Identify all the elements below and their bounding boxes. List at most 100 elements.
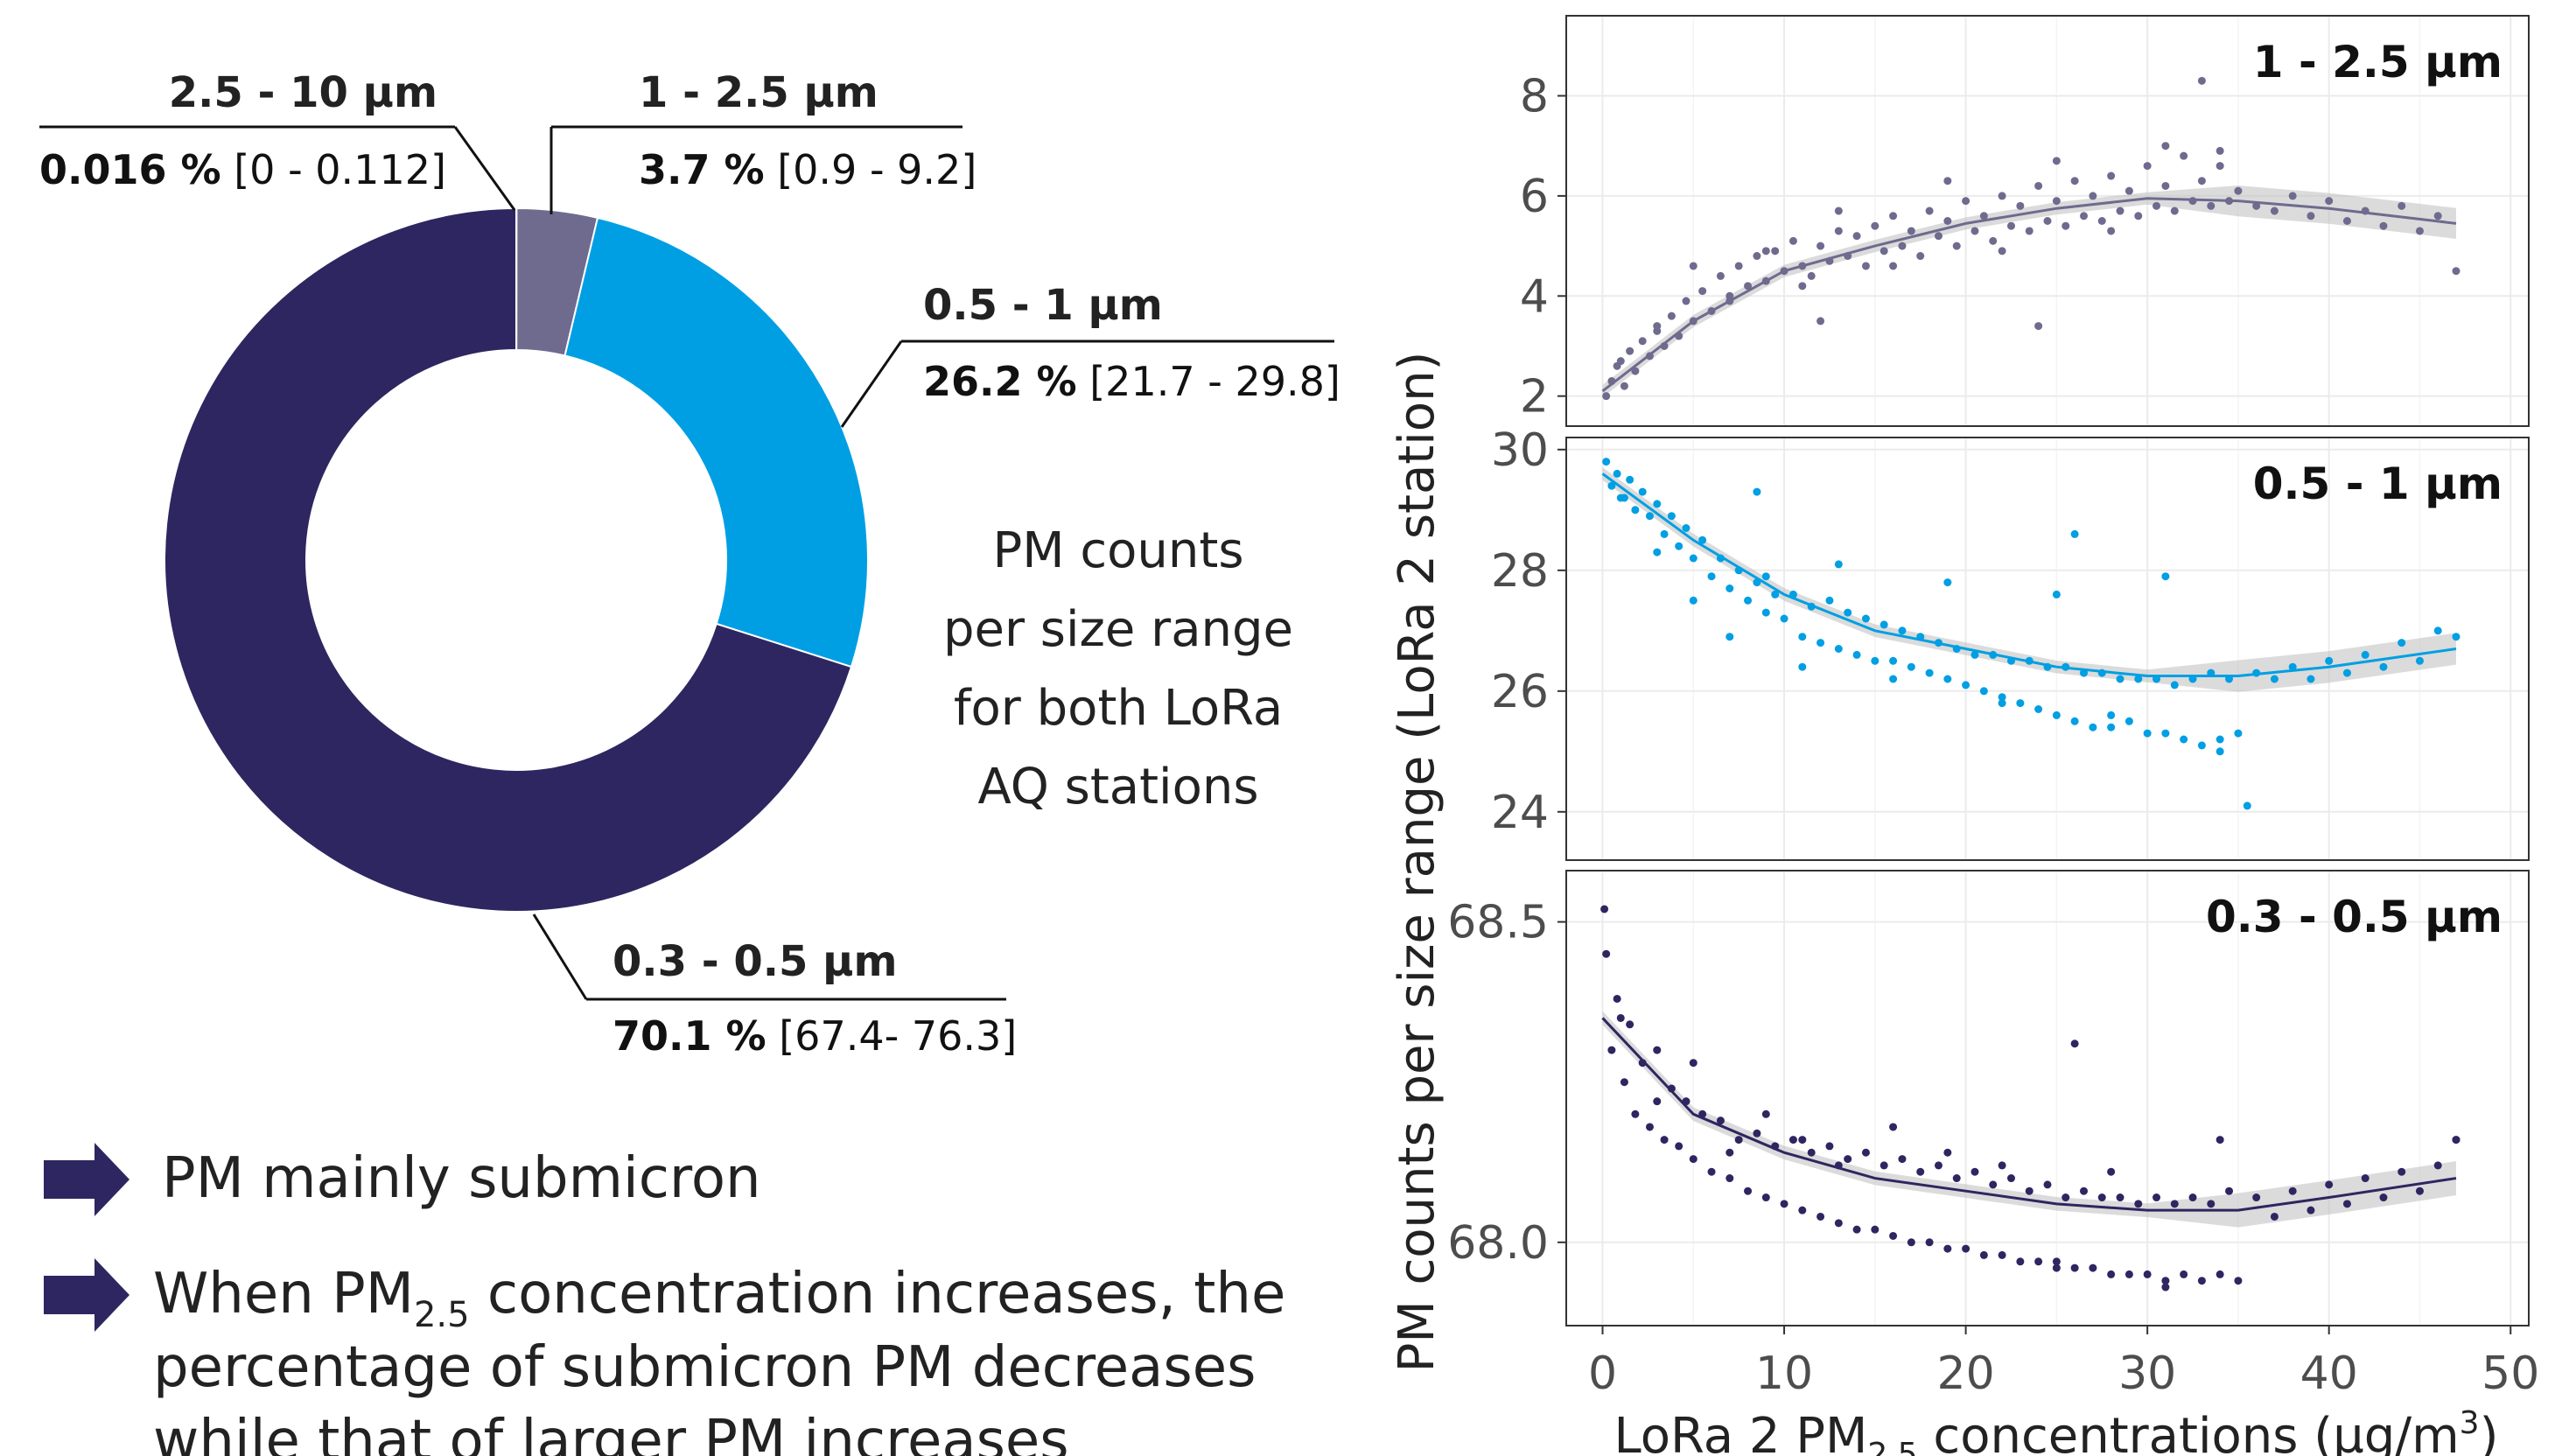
- data-point: [2107, 1270, 2116, 1278]
- data-point: [1934, 1161, 1942, 1170]
- data-point: [1798, 1136, 1807, 1144]
- segment-value: 0.016 % [0 - 0.112]: [39, 146, 446, 193]
- data-point: [2034, 705, 2043, 713]
- data-point: [1653, 548, 1662, 556]
- data-point: [2052, 197, 2061, 206]
- data-point: [1998, 699, 2006, 708]
- data-point: [1682, 524, 1690, 532]
- y-tick-label: 6: [1520, 171, 1549, 223]
- data-point: [1889, 656, 1898, 665]
- data-point: [1761, 572, 1770, 581]
- data-point: [2197, 1277, 2206, 1285]
- center-text-line: per size range: [943, 601, 1293, 658]
- data-point: [1607, 1046, 1616, 1054]
- y-tick-label: 68.5: [1447, 897, 1549, 949]
- data-point: [1602, 949, 1611, 958]
- panel-border: [1565, 437, 2530, 861]
- data-point: [2252, 1194, 2261, 1202]
- data-point: [1898, 242, 1907, 250]
- label-connector: [532, 914, 588, 1000]
- data-point: [1780, 614, 1788, 623]
- data-point: [2342, 217, 2351, 225]
- data-point: [2097, 217, 2106, 225]
- data-point: [1716, 271, 1725, 280]
- data-point: [1871, 656, 1880, 665]
- data-point: [2306, 675, 2315, 683]
- data-point: [2197, 177, 2206, 186]
- data-point: [2188, 1194, 2197, 1202]
- data-point: [1989, 236, 1998, 245]
- donut-labels: 0.3 - 0.5 µm 70.1 % [67.4- 76.3] 2.5 - 10 …: [39, 68, 1340, 1060]
- y-tick-label: 68.0: [1447, 1217, 1549, 1270]
- data-point: [1943, 1244, 1952, 1253]
- data-point: [2216, 747, 2224, 756]
- segment-value: 3.7 % [0.9 - 9.2]: [639, 146, 976, 193]
- y-tick-label: 8: [1520, 71, 1549, 123]
- data-point: [2016, 1257, 2025, 1266]
- data-point: [2325, 197, 2334, 206]
- data-point: [2025, 227, 2034, 235]
- data-point: [1861, 262, 1870, 270]
- data-point: [2016, 699, 2025, 708]
- data-point: [1925, 668, 1934, 677]
- data-point: [1943, 177, 1952, 186]
- data-point: [1753, 252, 1761, 261]
- x-tick-label: 30: [2118, 1348, 2176, 1400]
- data-point: [1998, 693, 2006, 702]
- data-point: [1889, 675, 1898, 683]
- data-point: [2143, 1270, 2152, 1278]
- data-point: [2080, 1186, 2089, 1195]
- scatter-panel: 68.0 68.5 0.3 - 0.5 µm: [1447, 870, 2530, 1326]
- data-point: [1667, 512, 1676, 521]
- data-point: [1653, 1046, 1662, 1054]
- data-point: [2216, 1136, 2224, 1144]
- data-point: [2052, 710, 2061, 719]
- data-point: [1716, 1116, 1725, 1125]
- data-point: [2161, 1277, 2170, 1285]
- data-point: [1916, 1167, 1925, 1176]
- segment-value: 70.1 % [67.4- 76.3]: [612, 1012, 1017, 1060]
- data-point: [1616, 494, 1625, 502]
- panel-title: 0.3 - 0.5 µm: [2206, 892, 2502, 942]
- data-point: [1962, 197, 1970, 206]
- data-point: [1970, 227, 1979, 235]
- data-point: [1852, 1225, 1861, 1234]
- data-point: [2415, 656, 2424, 665]
- data-point: [1998, 247, 2006, 256]
- data-point: [1998, 1161, 2006, 1170]
- data-point: [2216, 735, 2224, 744]
- data-point: [1798, 282, 1807, 290]
- y-tick-label: 30: [1491, 424, 1549, 477]
- data-point: [1675, 542, 1684, 550]
- data-point: [1816, 639, 1825, 648]
- data-point: [1834, 1219, 1843, 1228]
- data-point: [2034, 1257, 2043, 1266]
- segment-label: 2.5 - 10 µm: [169, 68, 438, 117]
- data-point: [1744, 282, 1753, 290]
- data-point: [1979, 687, 1988, 696]
- data-point: [2062, 221, 2070, 230]
- data-point: [1726, 1174, 1734, 1183]
- data-point: [2180, 151, 2188, 160]
- data-point: [1807, 1148, 1816, 1157]
- data-point: [1816, 317, 1825, 326]
- bullet-text: percentage of submicron PM decreases: [153, 1335, 1256, 1400]
- confidence-band: [1602, 1011, 2456, 1228]
- label-connector: [453, 126, 516, 211]
- data-point: [2134, 212, 2143, 220]
- data-point: [2398, 201, 2406, 210]
- x-axis-label: LoRa 2 PM2.5 concentrations (µg/m3): [1614, 1405, 2499, 1456]
- data-point: [2197, 741, 2206, 750]
- data-point: [1907, 227, 1915, 235]
- bullet-text: while that of larger PM increases: [153, 1409, 1069, 1456]
- data-point: [1660, 529, 1669, 538]
- data-point: [2415, 227, 2424, 235]
- data-point: [2252, 201, 2261, 210]
- scatter-panel: 24 26 28 30 0.5 - 1 µm: [1491, 424, 2530, 861]
- data-point: [2161, 181, 2170, 190]
- data-point: [2034, 322, 2043, 331]
- data-point: [2052, 1264, 2061, 1272]
- trend-line: [1601, 472, 2457, 678]
- data-point: [1943, 1148, 1952, 1157]
- data-point: [2052, 590, 2061, 598]
